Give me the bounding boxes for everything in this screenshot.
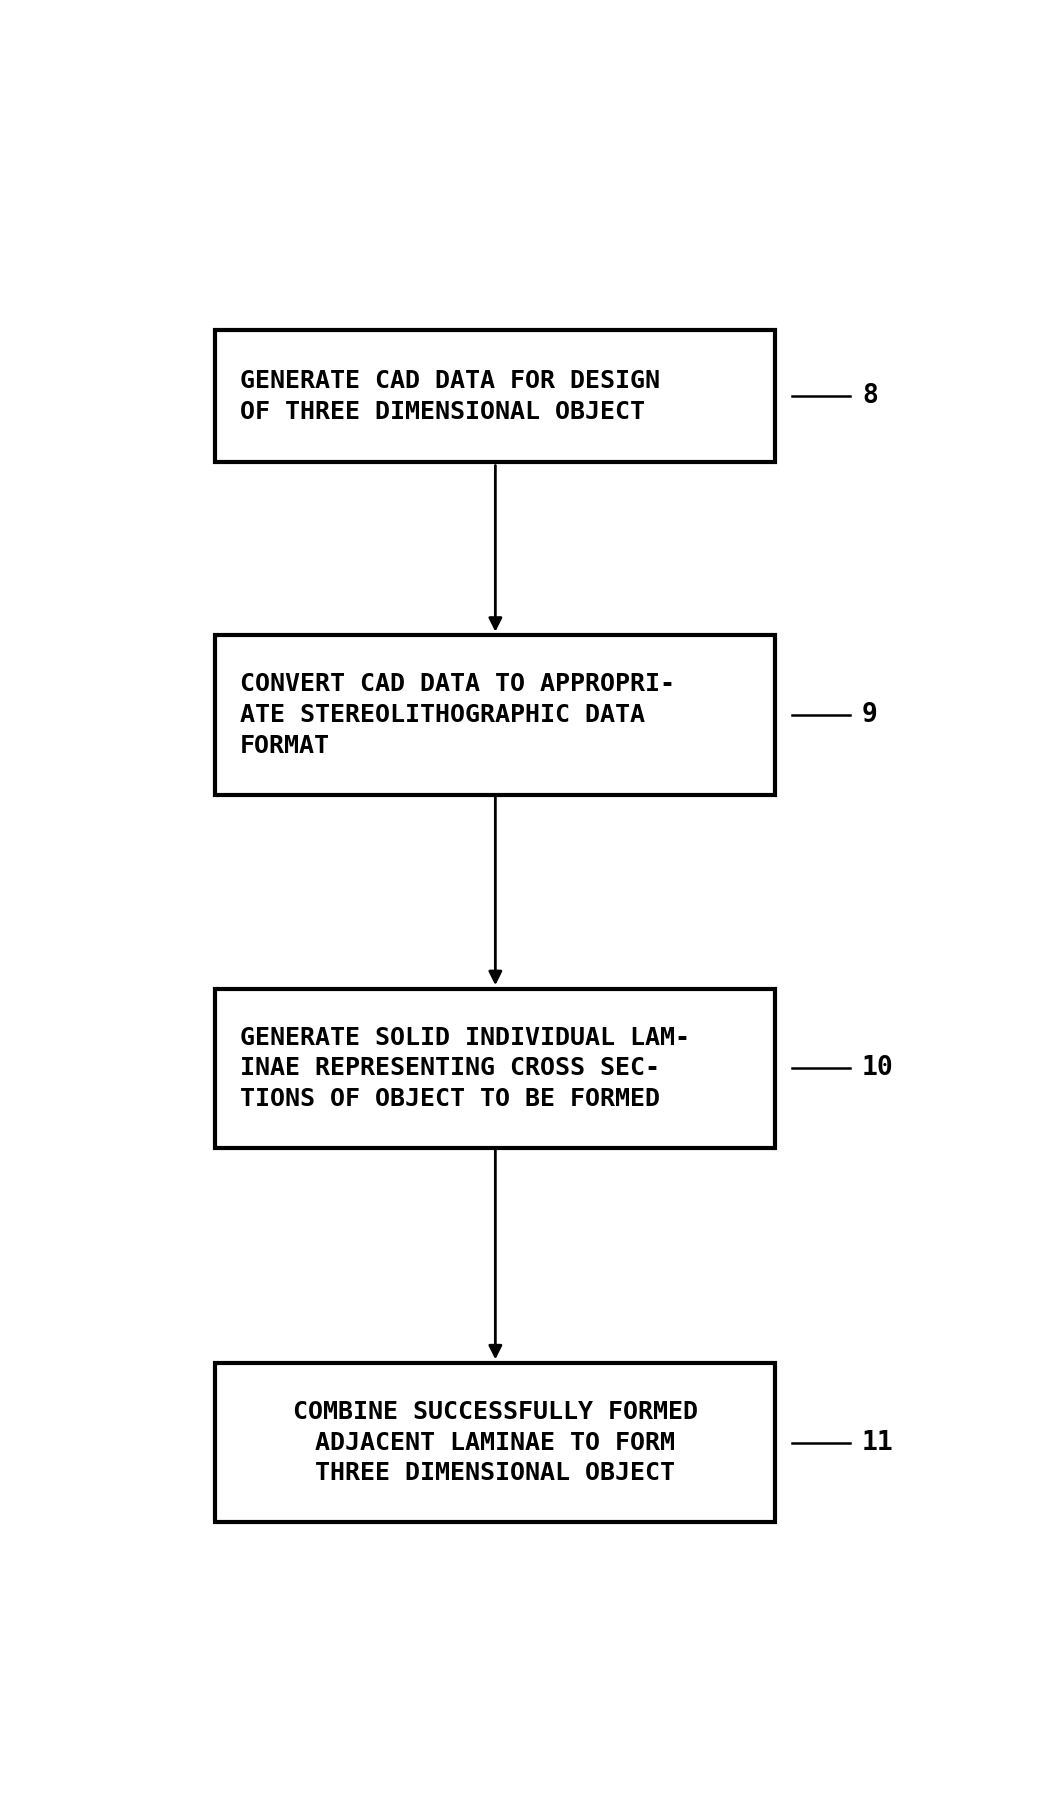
Bar bbox=[215, 635, 776, 794]
Bar bbox=[215, 988, 776, 1148]
Text: GENERATE CAD DATA FOR DESIGN
OF THREE DIMENSIONAL OBJECT: GENERATE CAD DATA FOR DESIGN OF THREE DI… bbox=[240, 369, 660, 423]
Text: 10: 10 bbox=[862, 1055, 894, 1082]
Text: CONVERT CAD DATA TO APPROPRI-
ATE STEREOLITHOGRAPHIC DATA
FORMAT: CONVERT CAD DATA TO APPROPRI- ATE STEREO… bbox=[240, 673, 675, 758]
Bar bbox=[215, 1363, 776, 1523]
Text: 11: 11 bbox=[862, 1429, 894, 1456]
Text: 8: 8 bbox=[862, 383, 878, 409]
Bar bbox=[215, 331, 776, 463]
Text: GENERATE SOLID INDIVIDUAL LAM-
INAE REPRESENTING CROSS SEC-
TIONS OF OBJECT TO B: GENERATE SOLID INDIVIDUAL LAM- INAE REPR… bbox=[240, 1026, 690, 1111]
Text: COMBINE SUCCESSFULLY FORMED
ADJACENT LAMINAE TO FORM
THREE DIMENSIONAL OBJECT: COMBINE SUCCESSFULLY FORMED ADJACENT LAM… bbox=[293, 1400, 697, 1485]
Text: 9: 9 bbox=[862, 702, 878, 727]
